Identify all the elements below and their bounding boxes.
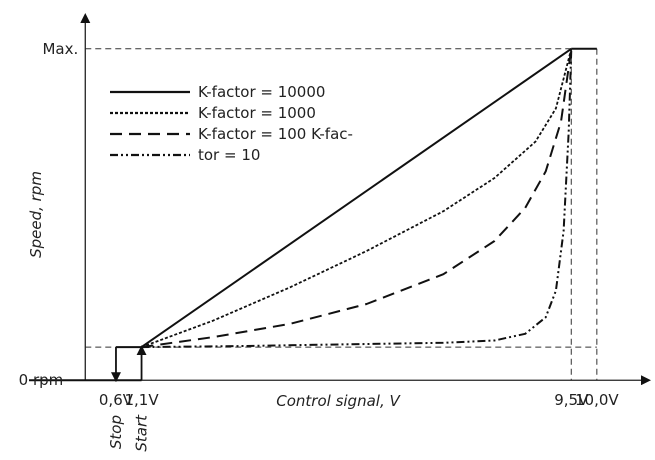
legend-item-label: tor = 10 — [198, 146, 260, 164]
x-axis-label: Control signal, V — [276, 392, 401, 410]
y-axis-label: Speed, rpm — [27, 171, 45, 258]
legend-item-label: K-factor = 100 K-fac- — [198, 125, 353, 143]
x-tick-sublabel-start: Start — [133, 414, 151, 452]
x-tick-label: 1,1V — [124, 391, 159, 409]
legend: K-factor = 10000 K-factor = 1000 K-factor … — [110, 83, 353, 164]
y-tick-label-max: Max. — [42, 40, 78, 58]
x-tick-label: 9,5V — [554, 391, 589, 409]
x-tick-sublabel-stop: Stop — [107, 415, 125, 449]
x-tick-label: 10,0V — [575, 391, 619, 409]
legend-item-label: K-factor = 1000 — [198, 104, 316, 122]
x-tick-label: 0,6V — [99, 391, 134, 409]
legend-item-label: K-factor = 10000 — [198, 83, 325, 101]
y-tick-label-zero: 0 rpm — [19, 371, 64, 389]
series-line-k10 — [141, 48, 573, 349]
series-line-k100 — [141, 48, 573, 349]
series-line-k10000 — [140, 47, 572, 348]
series-line-k1000 — [141, 48, 573, 348]
